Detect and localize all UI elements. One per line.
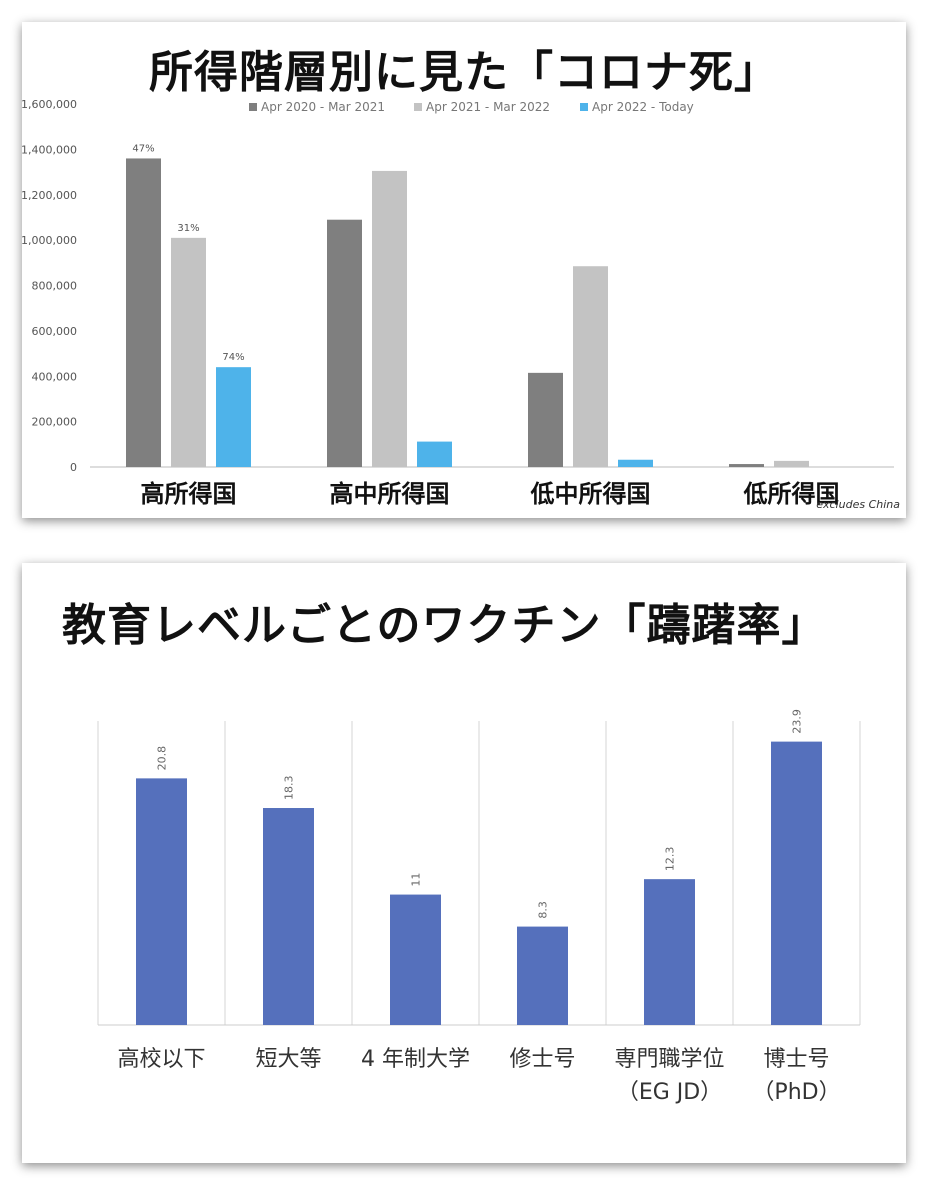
category-label: 短大等 — [255, 1047, 321, 1072]
y-tick-label: 1,600,000 — [22, 98, 77, 111]
y-tick-label: 0 — [70, 461, 77, 474]
bar — [417, 441, 452, 467]
footnote: excludes China — [816, 498, 900, 511]
data-label: 31% — [177, 223, 199, 234]
bar — [126, 158, 161, 467]
data-label: 23.9 — [791, 709, 804, 734]
category-label: （PhD） — [752, 1080, 840, 1105]
bar — [171, 237, 206, 467]
bar — [372, 170, 407, 467]
y-tick-label: 1,400,000 — [22, 143, 77, 156]
legend-swatch — [414, 103, 422, 111]
data-label: 12.3 — [664, 847, 677, 872]
category-label: 専門職学位 — [614, 1047, 724, 1072]
legend-label: Apr 2021 - Mar 2022 — [426, 100, 550, 114]
category-label: 高中所得国 — [330, 480, 450, 508]
bar — [528, 372, 563, 467]
bar — [729, 464, 764, 467]
legend-label: Apr 2022 - Today — [592, 100, 694, 114]
bar — [517, 926, 568, 1025]
bar — [573, 266, 608, 467]
y-tick-label: 200,000 — [32, 416, 78, 429]
bar — [390, 894, 441, 1025]
data-label: 18.3 — [283, 776, 296, 801]
data-label: 47% — [132, 143, 154, 154]
data-label: 11 — [410, 873, 423, 887]
education-chart-panel: 教育レベルごとのワクチン「躊躇率」 20.8 高校以下 18.3 短大等 11 4 年制大… — [22, 563, 906, 1163]
income-chart-svg: 0 200,000 400,000 600,000 800,000 1,000,000 1,… — [22, 98, 900, 511]
category-label: 高所得国 — [141, 480, 237, 508]
y-tick-label: 1,200,000 — [22, 189, 77, 202]
category-label: 低中所得国 — [530, 480, 651, 508]
bar — [216, 367, 251, 467]
category-label: 博士号 — [763, 1047, 829, 1072]
bar — [136, 778, 187, 1025]
education-chart-svg: 20.8 高校以下 18.3 短大等 11 4 年制大学 8.3 修士号 12.3 専門職学位 （E… — [97, 709, 861, 1105]
bar — [618, 459, 653, 467]
income-chart-title: 所得階層別に見た「コロナ死」 — [149, 47, 779, 98]
category-label: （EG JD） — [617, 1080, 722, 1105]
bar — [263, 808, 314, 1025]
bar — [327, 219, 362, 467]
category-label: 4 年制大学 — [361, 1047, 470, 1072]
y-tick-label: 400,000 — [32, 370, 78, 383]
y-tick-label: 800,000 — [32, 280, 78, 293]
data-label: 20.8 — [156, 746, 169, 771]
data-label: 8.3 — [537, 901, 550, 919]
data-label: 74% — [222, 352, 244, 363]
legend-swatch — [580, 103, 588, 111]
bar — [644, 879, 695, 1025]
category-label: 修士号 — [509, 1047, 575, 1072]
y-tick-label: 1,000,000 — [22, 234, 77, 247]
category-label: 高校以下 — [117, 1047, 205, 1072]
income-chart-panel: 所得階層別に見た「コロナ死」 0 200,000 400,000 600,000 800… — [22, 22, 906, 518]
legend-swatch — [249, 103, 257, 111]
y-tick-label: 600,000 — [32, 325, 78, 338]
category-label: 低所得国 — [743, 480, 840, 508]
legend-label: Apr 2020 - Mar 2021 — [261, 100, 385, 114]
bar — [774, 460, 809, 467]
bar — [771, 741, 822, 1025]
education-chart-title: 教育レベルごとのワクチン「躊躇率」 — [62, 600, 827, 651]
